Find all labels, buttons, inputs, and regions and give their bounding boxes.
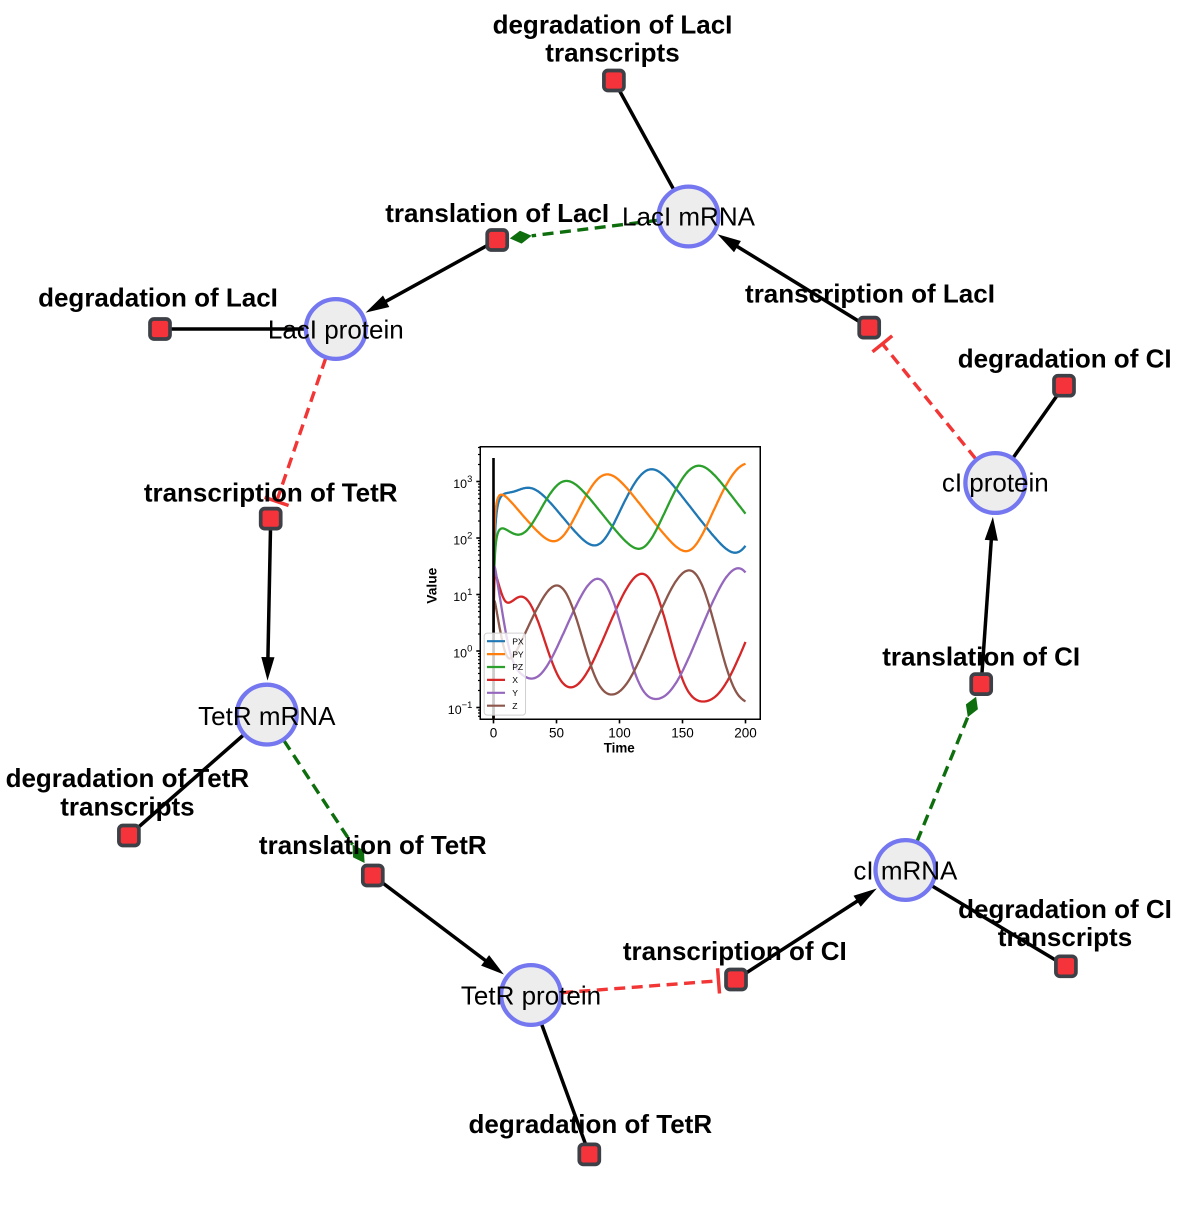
svg-text:degradation of LacI: degradation of LacI: [38, 282, 278, 312]
svg-text:transcription of LacI: transcription of LacI: [745, 279, 995, 309]
svg-text:X: X: [512, 675, 518, 685]
svg-text:200: 200: [734, 726, 757, 741]
svg-text:PZ: PZ: [512, 662, 523, 672]
svg-text:transcription of CI: transcription of CI: [623, 936, 847, 966]
svg-text:50: 50: [549, 726, 564, 741]
svg-text:Time: Time: [604, 740, 635, 755]
svg-text:0: 0: [490, 726, 498, 741]
svg-text:TetR protein: TetR protein: [461, 980, 601, 1010]
svg-text:100: 100: [608, 726, 631, 741]
svg-text:cI mRNA: cI mRNA: [853, 855, 958, 885]
svg-text:transcripts: transcripts: [545, 37, 679, 67]
svg-text:PX: PX: [512, 636, 524, 646]
svg-text:LacI protein: LacI protein: [268, 314, 404, 344]
svg-text:Value: Value: [425, 567, 440, 603]
svg-text:transcripts: transcripts: [60, 792, 194, 822]
svg-text:translation of TetR: translation of TetR: [259, 830, 487, 860]
svg-text:Z: Z: [512, 701, 517, 711]
svg-text:degradation of LacI: degradation of LacI: [493, 10, 733, 40]
svg-text:transcription of TetR: transcription of TetR: [144, 478, 398, 508]
svg-text:PY: PY: [512, 649, 524, 659]
svg-text:degradation of TetR: degradation of TetR: [6, 763, 250, 793]
svg-text:TetR mRNA: TetR mRNA: [198, 701, 336, 731]
svg-text:transcripts: transcripts: [998, 922, 1132, 952]
svg-text:150: 150: [671, 726, 694, 741]
svg-text:Y: Y: [512, 688, 518, 698]
svg-text:degradation of CI: degradation of CI: [958, 344, 1172, 374]
svg-text:degradation of CI: degradation of CI: [958, 894, 1172, 924]
svg-text:degradation of TetR: degradation of TetR: [468, 1109, 712, 1139]
svg-text:cI protein: cI protein: [942, 467, 1049, 497]
svg-text:LacI mRNA: LacI mRNA: [622, 202, 756, 232]
svg-text:translation of LacI: translation of LacI: [385, 198, 609, 228]
svg-text:translation of CI: translation of CI: [882, 642, 1080, 672]
